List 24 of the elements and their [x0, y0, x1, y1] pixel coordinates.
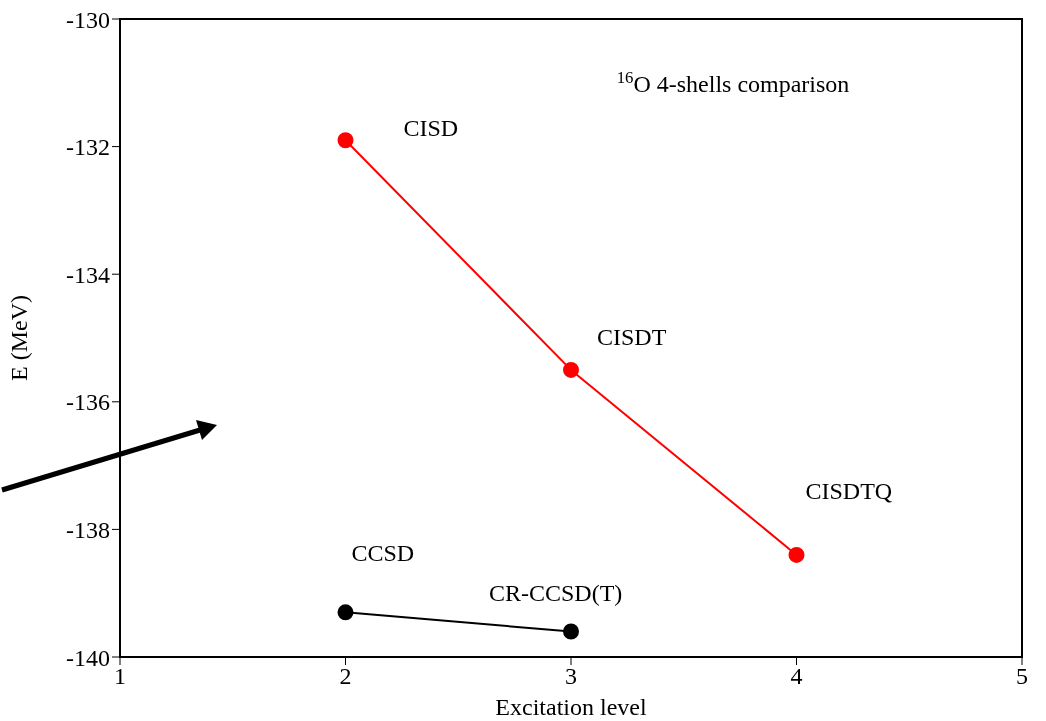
annotation: CR-CCSD(T): [489, 580, 623, 607]
x-axis-title: Excitation level: [495, 694, 647, 720]
y-tick-label: -132: [66, 134, 110, 161]
x-tick-label: 5: [1016, 663, 1028, 690]
y-axis-title: E (MeV): [5, 295, 32, 381]
point: [337, 604, 354, 621]
point: [563, 623, 579, 640]
x-tick-label: 1: [114, 663, 126, 690]
text: $^{16}$O 4-shells comparison: [616, 67, 850, 97]
annotation: CISDT: [597, 323, 667, 350]
point: [788, 546, 805, 563]
x-tick-label: 3: [565, 663, 577, 690]
x-tick-label: 4: [790, 663, 803, 690]
point: [563, 361, 579, 378]
y-tick-label: -136: [66, 389, 110, 416]
point: [337, 132, 354, 149]
y-tick-label: -134: [66, 261, 110, 288]
y-tick-label: -140: [66, 644, 110, 671]
y-tick-label: -130: [66, 6, 110, 33]
x-tick-label: 2: [339, 663, 352, 690]
annotation: CCSD: [351, 540, 415, 567]
y-tick-label: -138: [66, 516, 110, 543]
annotation: CISD: [403, 115, 459, 142]
annotation: CISDTQ: [805, 477, 893, 504]
